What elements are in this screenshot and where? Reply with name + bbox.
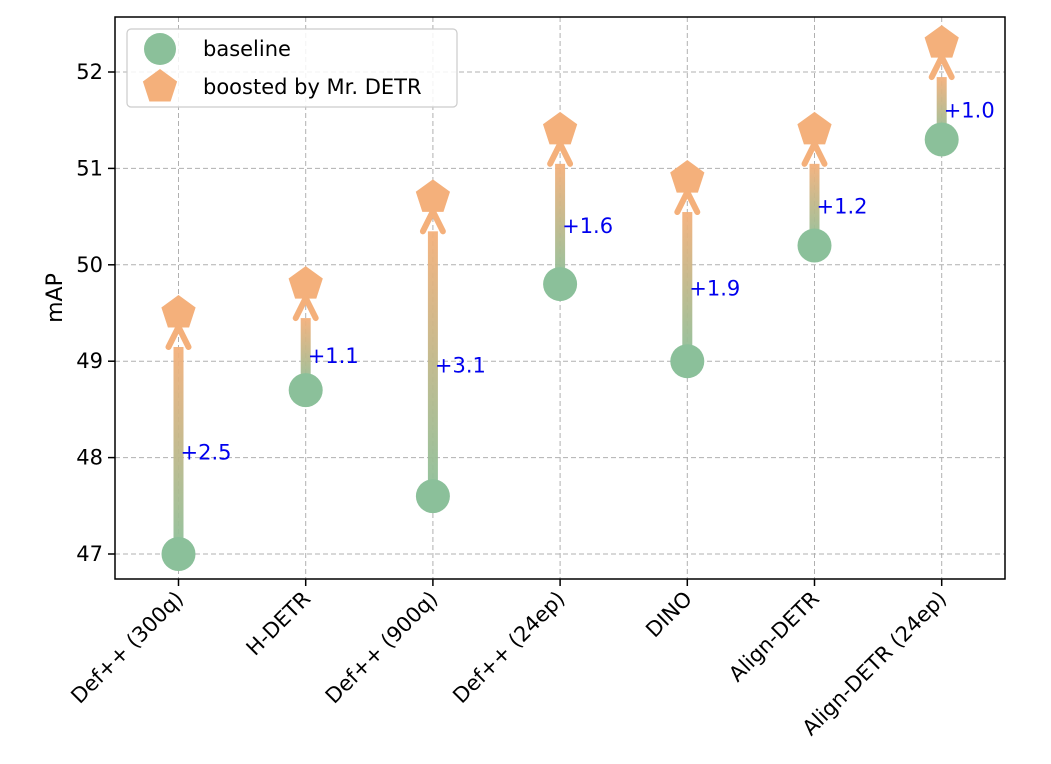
baseline-point	[161, 537, 196, 571]
x-tick-label: Def++ (300q)	[66, 587, 188, 709]
delta-label: +1.0	[944, 98, 995, 122]
y-tick-label: 52	[76, 60, 103, 84]
legend-baseline-label: baseline	[203, 37, 291, 61]
x-tick-label: DINO	[641, 587, 697, 643]
delta-label: +1.6	[562, 214, 613, 238]
y-tick-label: 51	[76, 156, 103, 180]
baseline-point	[288, 373, 323, 408]
boosted-point	[161, 295, 196, 328]
data-points	[161, 25, 959, 571]
legend-boosted-label: boosted by Mr. DETR	[203, 75, 422, 99]
delta-label: +1.1	[308, 344, 359, 368]
baseline-point	[670, 344, 705, 379]
boosted-point	[670, 160, 705, 193]
improvement-arrow-shaft	[809, 163, 820, 246]
improvement-arrow-shaft	[682, 212, 693, 362]
baseline-point	[543, 267, 578, 302]
improvement-arrow-shaft	[555, 163, 566, 285]
boosted-point	[288, 266, 323, 299]
legend-box	[126, 28, 458, 108]
x-axis-ticks: Def++ (300q) H-DETR Def++ (900q) Def++ (24e…	[66, 579, 951, 740]
y-tick-label: 50	[76, 253, 103, 277]
legend-baseline-marker	[144, 33, 176, 65]
legend-boosted-marker	[142, 69, 178, 102]
improvement-arrow-shaft	[936, 77, 947, 140]
y-tick-label: 48	[76, 446, 103, 470]
x-tick-label: Def++ (24ep)	[448, 587, 569, 708]
x-tick-label: Align-DETR	[724, 587, 824, 687]
baseline-point	[797, 228, 832, 263]
delta-label: +1.2	[817, 195, 868, 219]
boosted-point	[924, 25, 959, 58]
y-axis-ticks: 47 48 49 50 51 52	[76, 60, 115, 566]
y-tick-label: 49	[76, 349, 103, 373]
baseline-point	[415, 479, 450, 514]
y-axis-label: mAP	[43, 273, 68, 323]
delta-labels: +2.5 +1.1 +3.1 +1.6 +1.9 +1.2 +1.0	[181, 98, 995, 464]
x-tick-label: Align-DETR (24ep)	[798, 587, 952, 741]
delta-label: +2.5	[181, 441, 232, 465]
improvement-arrow-shaft	[300, 318, 311, 391]
x-tick-label: H-DETR	[242, 587, 316, 661]
x-tick-label: Def++ (900q)	[321, 587, 443, 709]
legend: baseline boosted by Mr. DETR	[126, 28, 458, 108]
boosted-point	[797, 111, 832, 145]
boosted-point	[415, 179, 451, 212]
baseline-point	[924, 122, 959, 157]
delta-label: +1.9	[689, 277, 740, 301]
boosted-point	[542, 111, 578, 145]
improvement-arrow-shaft	[427, 231, 438, 497]
delta-label: +3.1	[435, 354, 486, 378]
improvement-arrow-shaft	[173, 347, 184, 554]
y-tick-label: 47	[76, 542, 103, 566]
